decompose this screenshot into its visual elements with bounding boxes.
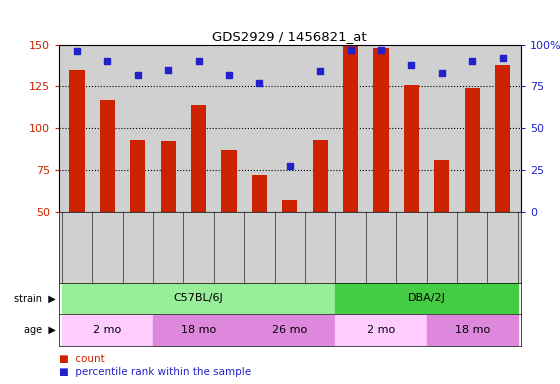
Bar xyxy=(282,200,297,212)
Text: 2 mo: 2 mo xyxy=(94,325,122,335)
Bar xyxy=(69,70,85,212)
Bar xyxy=(153,315,244,345)
Point xyxy=(346,46,355,53)
Bar xyxy=(252,175,267,212)
Point xyxy=(255,80,264,86)
Title: GDS2929 / 1456821_at: GDS2929 / 1456821_at xyxy=(212,30,367,43)
Text: age  ▶: age ▶ xyxy=(24,325,56,335)
Bar xyxy=(244,315,335,345)
Bar xyxy=(130,140,146,212)
Point xyxy=(73,48,82,54)
Point xyxy=(468,58,477,64)
Bar xyxy=(343,45,358,212)
Text: 26 mo: 26 mo xyxy=(272,325,307,335)
Bar xyxy=(191,105,206,212)
Point xyxy=(285,164,294,170)
Text: 18 mo: 18 mo xyxy=(181,325,216,335)
Point xyxy=(133,71,142,78)
Point xyxy=(437,70,446,76)
Bar xyxy=(404,84,419,212)
Bar xyxy=(374,48,389,212)
Point xyxy=(316,68,325,74)
Text: ■  count: ■ count xyxy=(59,354,105,364)
Point xyxy=(194,58,203,64)
Bar xyxy=(335,283,518,313)
Text: DBA/2J: DBA/2J xyxy=(408,293,446,303)
Bar xyxy=(312,140,328,212)
Bar xyxy=(434,160,449,212)
Text: strain  ▶: strain ▶ xyxy=(14,293,56,303)
Point xyxy=(103,58,112,64)
Bar xyxy=(465,88,480,212)
Point xyxy=(376,46,385,53)
Point xyxy=(225,71,234,78)
Text: 18 mo: 18 mo xyxy=(455,325,490,335)
Point xyxy=(498,55,507,61)
Text: 2 mo: 2 mo xyxy=(367,325,395,335)
Bar xyxy=(161,141,176,212)
Point xyxy=(407,61,416,68)
Bar xyxy=(427,315,518,345)
Text: C57BL/6J: C57BL/6J xyxy=(174,293,223,303)
Text: ■  percentile rank within the sample: ■ percentile rank within the sample xyxy=(59,367,251,377)
Bar xyxy=(100,100,115,212)
Bar xyxy=(221,150,237,212)
Point xyxy=(164,66,172,73)
Bar xyxy=(62,283,335,313)
Bar xyxy=(495,65,510,212)
Bar xyxy=(62,315,153,345)
Bar xyxy=(335,315,427,345)
